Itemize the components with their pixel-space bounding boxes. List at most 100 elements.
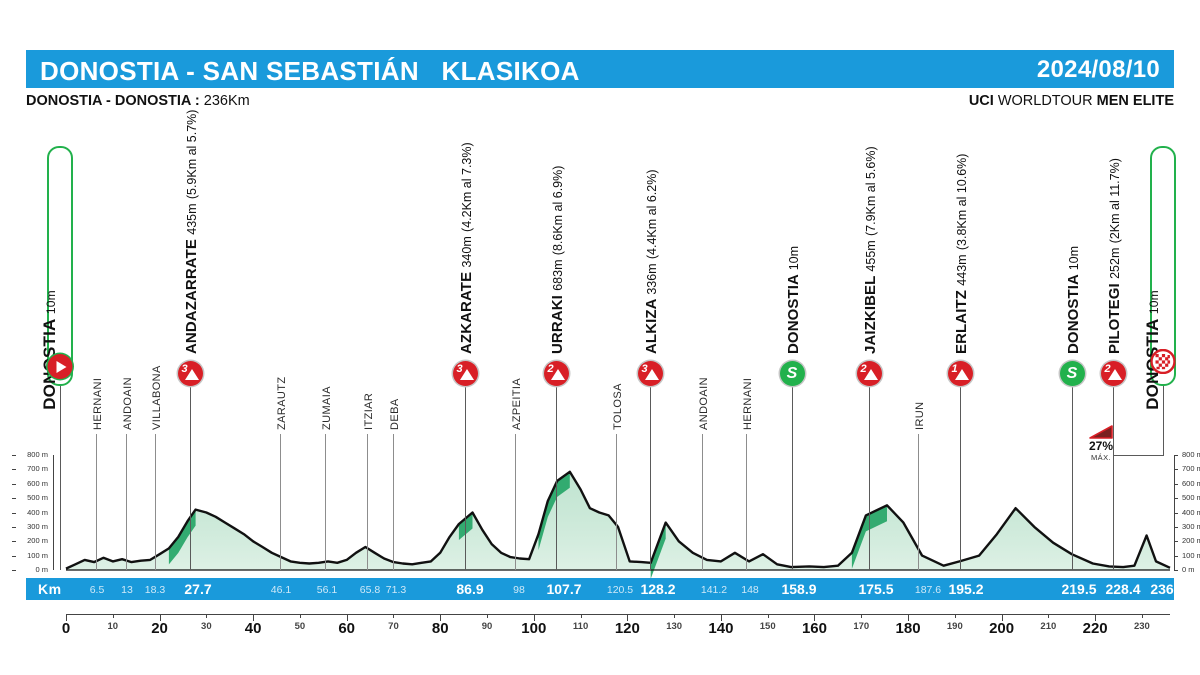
- axis-tick: [393, 614, 395, 618]
- elevation-chart: [65, 470, 1171, 578]
- elevation-profile: HERNANI ANDOAIN VILLABONA ZARAUTZ ZUMAIA ITZI…: [0, 110, 1200, 618]
- climb-name: ALKIZA: [643, 298, 660, 354]
- town-gridline: [126, 434, 127, 570]
- km-band: Km 6.5 13 18.3 27.7 46.1 56.1 65.8 71.3 86.9 98 10…: [26, 578, 1174, 600]
- axis-tick-label: 30: [201, 621, 212, 632]
- town-gridline: [325, 434, 326, 570]
- climb-name: ANDAZARRATE: [183, 239, 200, 354]
- axis-tick-label: 0: [61, 620, 71, 637]
- climb-gradient: (7.9Km al 5.6%): [864, 146, 878, 237]
- point-gridline: [792, 386, 793, 570]
- elevation-tick: [1174, 469, 1178, 471]
- elevation-tick: [12, 570, 16, 571]
- mountain-glyph: [954, 369, 969, 380]
- men-elite-label: MEN ELITE: [1096, 93, 1174, 109]
- axis-tick: [66, 614, 67, 621]
- km-value: 158.9: [781, 581, 817, 597]
- mountain-badge-icon[interactable]: 2: [543, 361, 569, 386]
- axis-tick: [720, 614, 722, 621]
- climb-name: DONOSTIA: [1065, 274, 1082, 354]
- km-value: 6.5: [89, 584, 105, 596]
- point-gridline: [1113, 386, 1114, 570]
- climb-label: PILOTEGI 252m (2Km al 11.7%): [1106, 158, 1123, 354]
- axis-tick: [1001, 614, 1003, 621]
- finish-gridline: [1163, 386, 1164, 456]
- elevation-tick-label: 800 m: [27, 450, 48, 459]
- axis-tick: [767, 614, 769, 618]
- mountain-badge-icon[interactable]: 2: [1100, 361, 1126, 386]
- axis-line: [66, 614, 1170, 615]
- elevation-tick-label: 600 m: [1182, 478, 1200, 488]
- elevation-line: [65, 470, 1171, 570]
- climb-gradient: (4.2Km al 7.3%): [460, 142, 474, 232]
- town-label: ITZIAR: [363, 392, 375, 430]
- climb-category: 1: [951, 363, 958, 375]
- elevation-tick-label: 0 m: [35, 565, 48, 574]
- climb-label: URRAKI 683m (8.6Km al 6.9%): [549, 166, 566, 354]
- elevation-tick-label: 100 m: [1182, 550, 1200, 560]
- axis-tick: [440, 614, 442, 621]
- km-value: 228.4: [1105, 581, 1141, 597]
- climb-altitude: 336m: [645, 263, 659, 295]
- climb-label: ANDAZARRATE 435m (5.9Km al 5.7%): [183, 110, 200, 354]
- sprint-badge-icon[interactable]: S: [1059, 361, 1085, 386]
- route-distance: 236Km: [199, 93, 250, 109]
- km-value: 46.1: [270, 584, 292, 596]
- axis-tick: [627, 614, 629, 621]
- climb-label: AZKARATE 340m (4.2Km al 7.3%): [458, 142, 475, 354]
- town-label: HERNANI: [92, 377, 104, 430]
- km-value: 120.5: [606, 584, 634, 596]
- elevation-tick-label: 300 m: [27, 521, 48, 531]
- start-marker[interactable]: DONOSTIA 10m: [40, 146, 73, 410]
- sprint-badge-icon[interactable]: S: [779, 361, 805, 386]
- max-gradient-unit: MÁX.: [1091, 453, 1111, 463]
- axis-tick: [299, 614, 301, 618]
- axis-tick-label: 230: [1133, 621, 1150, 632]
- axis-tick: [533, 614, 535, 621]
- km-value: 56.1: [316, 584, 338, 596]
- km-band-label: Km: [38, 581, 62, 597]
- climb-name: ERLAITZ: [953, 289, 970, 354]
- finish-marker[interactable]: DONOSTIA 10m: [1143, 146, 1176, 410]
- climb-label: DONOSTIA 10m: [1065, 246, 1082, 354]
- km-value: 187.6: [914, 584, 942, 596]
- race-category: UCI WORLDTOUR MEN ELITE: [969, 93, 1174, 109]
- mountain-badge-icon[interactable]: 2: [856, 361, 882, 386]
- climb-name: JAIZKIBEL: [862, 275, 879, 354]
- gradient-triangle-icon: [1089, 425, 1113, 439]
- km-value: 107.7: [546, 581, 582, 597]
- elevation-tick-label: 0 m: [1182, 565, 1195, 574]
- town-label: IRUN: [914, 401, 926, 431]
- climb-category: 3: [456, 363, 463, 375]
- axis-tick: [112, 614, 114, 618]
- distance-axis: 0 20 40 60 80 100 120 140 160 180 200 220 10 30 50 70 90…: [0, 608, 1200, 648]
- axis-tick: [159, 614, 161, 621]
- km-value: 148: [741, 584, 759, 596]
- axis-tick-label: 100: [521, 620, 547, 637]
- elevation-tick: [1174, 526, 1178, 528]
- page-title: DONOSTIA - SAN SEBASTIÁN KLASIKOA: [40, 56, 580, 86]
- point-gridline: [960, 386, 961, 570]
- climb-altitude: 435m: [185, 203, 199, 235]
- elevation-axis-line: [53, 455, 54, 570]
- mountain-badge-icon[interactable]: 3: [637, 361, 663, 386]
- mountain-badge-icon[interactable]: 3: [452, 361, 478, 386]
- axis-tick: [1048, 614, 1050, 618]
- climb-label: JAIZKIBEL 455m (7.9Km al 5.6%): [862, 146, 879, 354]
- point-gridline: [869, 386, 870, 570]
- elevation-tick-label: 200 m: [27, 536, 48, 546]
- elevation-tick-label: 400 m: [1182, 507, 1200, 517]
- elevation-tick-label: 300 m: [1182, 521, 1200, 531]
- uci-label: UCI: [968, 93, 994, 109]
- town-label: ZUMAIA: [321, 386, 333, 430]
- climb-category: 2: [860, 363, 867, 375]
- axis-tick: [487, 614, 489, 618]
- route-endpoints: DONOSTIA - DONOSTIA :: [26, 93, 200, 109]
- town-label: VILLABONA: [151, 365, 163, 430]
- climb-segment: [650, 522, 666, 578]
- climb-altitude: 340m: [460, 236, 474, 268]
- axis-tick: [580, 614, 582, 618]
- mountain-badge-icon[interactable]: 1: [947, 361, 973, 386]
- climb-category: 2: [1104, 363, 1111, 375]
- mountain-badge-icon[interactable]: 3: [177, 361, 203, 386]
